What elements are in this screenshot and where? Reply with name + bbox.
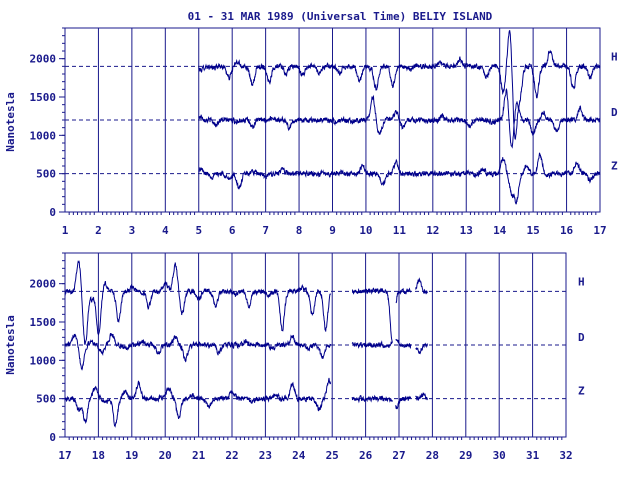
- trace-Z: [415, 391, 428, 401]
- y-tick-label: 1500: [30, 91, 57, 104]
- x-tick-label: 17: [58, 449, 71, 462]
- x-tick-label: 32: [559, 449, 572, 462]
- y-tick-label: 500: [36, 168, 56, 181]
- x-tick-label: 29: [459, 449, 472, 462]
- y-tick-label: 2000: [30, 278, 57, 291]
- trace-D: [395, 338, 412, 349]
- y-tick-label: 2000: [30, 53, 57, 66]
- x-tick-label: 16: [560, 224, 574, 237]
- y-tick-label: 1000: [30, 354, 57, 367]
- x-tick-label: 31: [526, 449, 540, 462]
- trace-H: [415, 277, 428, 295]
- x-tick-label: 20: [159, 449, 172, 462]
- series-label-H: H: [611, 50, 618, 63]
- trace-H: [351, 287, 393, 343]
- x-tick-label: 19: [125, 449, 138, 462]
- trace-H: [198, 29, 601, 141]
- x-tick-label: 22: [225, 449, 238, 462]
- x-tick-label: 8: [296, 224, 303, 237]
- x-tick-label: 5: [195, 224, 202, 237]
- trace-H: [395, 287, 412, 304]
- trace-Z: [395, 395, 412, 410]
- series-label-H: H: [578, 275, 585, 288]
- x-tick-label: 7: [262, 224, 269, 237]
- x-tick-label: 17: [593, 224, 606, 237]
- x-tick-label: 10: [359, 224, 372, 237]
- y-tick-label: 1500: [30, 316, 57, 329]
- panel-bottom: Nanotesla 17 18 19 20 21 22 23 24 25 26 27 28 29 30 31…: [4, 252, 585, 462]
- trace-Z: [351, 394, 393, 404]
- x-tick-label: 13: [460, 224, 473, 237]
- x-tick-label: 15: [527, 224, 540, 237]
- x-tick-label: 18: [92, 449, 105, 462]
- x-tick-label: 24: [292, 449, 306, 462]
- x-tick-label: 30: [493, 449, 506, 462]
- y-axis-label-bottom: Nanotesla: [4, 315, 17, 375]
- y-tick-label: 0: [49, 206, 56, 219]
- x-tick-label: 2: [95, 224, 102, 237]
- panel-top: Nanotesla 1 2 3 4 5 6 7 8 9 10 11 12 13 14 15 16 1705001…: [4, 27, 618, 237]
- x-tick-label: 6: [229, 224, 236, 237]
- series-label-Z: Z: [611, 160, 618, 173]
- trace-D: [415, 342, 428, 355]
- y-tick-label: 0: [49, 431, 56, 444]
- x-tick-label: 9: [329, 224, 336, 237]
- chart-title: 01 - 31 MAR 1989 (Universal Time) BELIY …: [188, 10, 493, 23]
- trace-Z: [64, 377, 331, 428]
- x-tick-label: 25: [326, 449, 339, 462]
- trace-H: [64, 259, 331, 345]
- series-label-D: D: [578, 331, 585, 344]
- series-label-D: D: [611, 106, 618, 119]
- x-tick-label: 3: [129, 224, 136, 237]
- x-tick-label: 27: [392, 449, 405, 462]
- x-tick-label: 11: [393, 224, 407, 237]
- x-tick-label: 26: [359, 449, 373, 462]
- x-tick-label: 21: [192, 449, 206, 462]
- y-tick-label: 1000: [30, 129, 57, 142]
- series-label-Z: Z: [578, 385, 585, 398]
- x-tick-label: 12: [426, 224, 439, 237]
- x-tick-label: 23: [259, 449, 272, 462]
- x-tick-label: 4: [162, 224, 169, 237]
- y-axis-label-top: Nanotesla: [4, 92, 17, 152]
- x-tick-label: 1: [62, 224, 69, 237]
- trace-D: [64, 333, 331, 371]
- trace-Z: [198, 152, 601, 205]
- trace-D: [351, 339, 393, 349]
- trace-D: [198, 87, 601, 149]
- x-tick-label: 14: [493, 224, 507, 237]
- y-tick-label: 500: [36, 393, 56, 406]
- x-tick-label: 28: [426, 449, 439, 462]
